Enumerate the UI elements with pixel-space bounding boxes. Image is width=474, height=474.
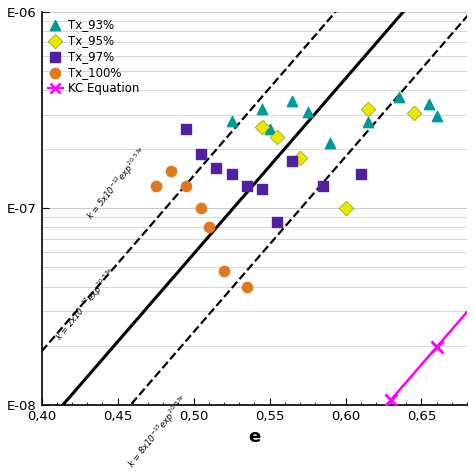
Tx_95%: [410, 109, 418, 117]
Tx_100%: [220, 267, 228, 275]
Tx_100%: [152, 182, 159, 190]
Tx_93%: [289, 98, 296, 105]
Tx_93%: [327, 139, 334, 147]
X-axis label: e: e: [248, 428, 261, 446]
Tx_93%: [258, 105, 266, 113]
Tx_95%: [273, 134, 281, 141]
Tx_93%: [228, 117, 236, 124]
Text: k = 5x10$^{-12}$exp$^{20,57e}$: k = 5x10$^{-12}$exp$^{20,57e}$: [83, 144, 151, 223]
Tx_93%: [433, 112, 440, 120]
Tx_93%: [266, 125, 273, 132]
Tx_97%: [213, 164, 220, 172]
Tx_97%: [357, 170, 365, 178]
Text: k = 2x10$^{-12}$exp$^{20,57e}$: k = 2x10$^{-12}$exp$^{20,57e}$: [53, 265, 120, 344]
Tx_100%: [243, 283, 251, 290]
Legend: Tx_93%, Tx_95%, Tx_97%, Tx_100%, KC Equation: Tx_93%, Tx_95%, Tx_97%, Tx_100%, KC Equa…: [44, 14, 143, 98]
Text: k = 8x10$^{-13}$exp$^{20,57e}$: k = 8x10$^{-13}$exp$^{20,57e}$: [125, 392, 192, 471]
Tx_97%: [182, 125, 190, 132]
Tx_100%: [167, 167, 174, 175]
Tx_100%: [205, 224, 212, 231]
Tx_95%: [342, 205, 349, 212]
Tx_95%: [296, 155, 304, 162]
Tx_93%: [304, 108, 311, 116]
Tx_100%: [182, 182, 190, 190]
Tx_97%: [273, 219, 281, 226]
Tx_93%: [395, 93, 402, 100]
Tx_93%: [365, 118, 372, 126]
Tx_100%: [197, 205, 205, 212]
Tx_97%: [243, 182, 251, 190]
Tx_97%: [258, 185, 266, 193]
Tx_97%: [289, 157, 296, 164]
Tx_97%: [197, 150, 205, 157]
Tx_93%: [425, 100, 433, 108]
Tx_97%: [228, 170, 236, 178]
Tx_97%: [319, 182, 327, 190]
Tx_95%: [258, 123, 266, 131]
Tx_95%: [365, 105, 372, 113]
